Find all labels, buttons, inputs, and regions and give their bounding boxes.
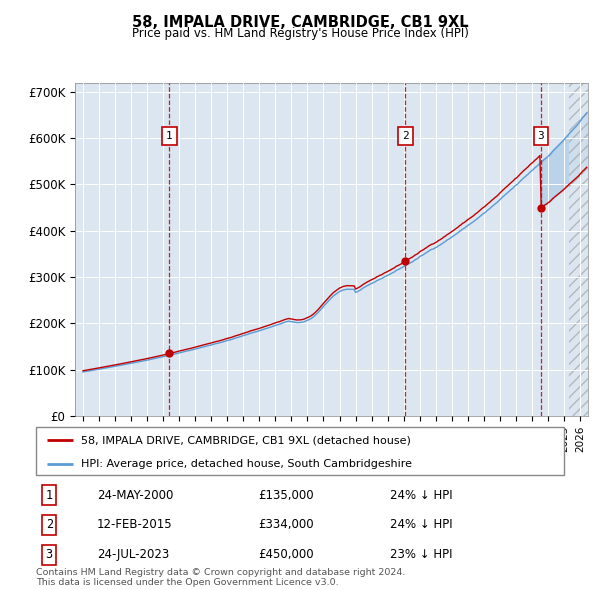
- Text: Price paid vs. HM Land Registry's House Price Index (HPI): Price paid vs. HM Land Registry's House …: [131, 27, 469, 40]
- Text: 3: 3: [538, 131, 544, 141]
- Text: £135,000: £135,000: [258, 489, 313, 502]
- Text: Contains HM Land Registry data © Crown copyright and database right 2024.
This d: Contains HM Land Registry data © Crown c…: [36, 568, 406, 587]
- Text: 12-FEB-2015: 12-FEB-2015: [97, 519, 172, 532]
- Text: £334,000: £334,000: [258, 519, 313, 532]
- Text: 1: 1: [166, 131, 173, 141]
- Text: 1: 1: [46, 489, 53, 502]
- Bar: [569, 83, 590, 416]
- Text: 2: 2: [46, 519, 53, 532]
- Text: 2: 2: [402, 131, 409, 141]
- FancyBboxPatch shape: [36, 427, 564, 475]
- Text: £450,000: £450,000: [258, 548, 313, 562]
- Text: 24% ↓ HPI: 24% ↓ HPI: [390, 489, 452, 502]
- Text: 24-MAY-2000: 24-MAY-2000: [97, 489, 173, 502]
- Text: 3: 3: [46, 548, 53, 562]
- Text: 24% ↓ HPI: 24% ↓ HPI: [390, 519, 452, 532]
- Text: 23% ↓ HPI: 23% ↓ HPI: [390, 548, 452, 562]
- Text: HPI: Average price, detached house, South Cambridgeshire: HPI: Average price, detached house, Sout…: [81, 459, 412, 469]
- Text: 58, IMPALA DRIVE, CAMBRIDGE, CB1 9XL: 58, IMPALA DRIVE, CAMBRIDGE, CB1 9XL: [131, 15, 469, 30]
- Text: 24-JUL-2023: 24-JUL-2023: [97, 548, 169, 562]
- Text: 58, IMPALA DRIVE, CAMBRIDGE, CB1 9XL (detached house): 58, IMPALA DRIVE, CAMBRIDGE, CB1 9XL (de…: [81, 435, 411, 445]
